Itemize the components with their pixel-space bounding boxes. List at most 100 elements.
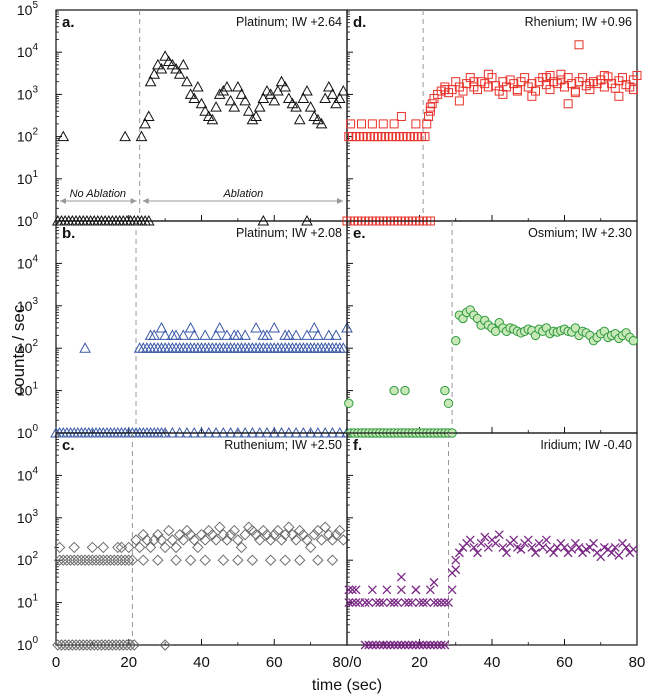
data-point	[232, 554, 244, 566]
data-point	[367, 119, 377, 129]
annotation-ablation: Ablation	[222, 188, 263, 200]
y-tick-exponent: 4	[32, 253, 38, 264]
data-point	[560, 542, 569, 552]
data-point	[443, 398, 454, 409]
data-point	[224, 528, 237, 541]
data-point	[242, 105, 255, 116]
data-point	[148, 68, 161, 79]
data-point	[563, 99, 573, 109]
data-point	[213, 321, 226, 333]
arrow-head	[60, 198, 66, 204]
data-point	[333, 92, 346, 103]
data-point	[308, 321, 321, 333]
data-point	[173, 528, 186, 541]
data-point	[367, 640, 377, 650]
data-point	[144, 541, 157, 554]
data-point	[250, 321, 262, 333]
data-point	[188, 329, 201, 340]
data-point	[337, 85, 350, 96]
data-point	[476, 538, 486, 548]
data-point	[516, 544, 526, 554]
data-point	[61, 554, 73, 566]
data-point	[79, 342, 91, 353]
data-point	[433, 640, 443, 650]
data-point	[177, 58, 190, 70]
y-tick-exponent: 0	[32, 423, 38, 434]
data-point	[415, 598, 424, 608]
panel-b: b. Platinum; IW +2.08	[50, 220, 353, 438]
data-point	[115, 554, 128, 566]
data-point	[628, 336, 639, 346]
data-point	[469, 542, 479, 552]
data-point	[440, 385, 450, 396]
y-tick-exponent: 2	[32, 338, 38, 349]
data-point	[393, 640, 403, 650]
data-point	[411, 640, 421, 650]
panel-label: c.	[62, 437, 75, 454]
data-point	[232, 329, 244, 340]
data-point	[545, 71, 555, 81]
panels: a. Platinum; IW +2.64 No Ablation Ablation b…	[50, 9, 642, 651]
data-point	[378, 119, 388, 129]
markers-c	[52, 521, 350, 651]
data-point	[400, 640, 410, 650]
data-point	[422, 119, 432, 129]
data-point	[294, 554, 306, 566]
data-point	[447, 585, 457, 595]
data-point	[614, 550, 624, 560]
data-point	[232, 534, 244, 546]
data-point	[407, 640, 417, 650]
data-point	[330, 97, 342, 109]
data-point	[235, 541, 248, 554]
y-tick-exponent: 0	[32, 211, 38, 222]
data-point	[301, 85, 313, 96]
data-point	[451, 555, 461, 565]
data-point	[159, 541, 171, 554]
data-point	[422, 640, 432, 650]
data-point	[137, 528, 150, 541]
panel-f: f. Iridium; IW -0.40	[344, 432, 638, 650]
data-point	[97, 554, 109, 566]
data-point	[436, 640, 446, 650]
data-point	[166, 58, 179, 70]
y-tick-label: 104	[17, 42, 39, 60]
y-tick-label: 103	[17, 508, 39, 526]
panel-frame	[55, 220, 348, 434]
data-point	[549, 548, 559, 558]
data-point	[346, 119, 356, 129]
y-tick-label: 102	[17, 127, 39, 145]
y-tick-label: 101	[17, 169, 39, 187]
data-point	[389, 598, 399, 608]
data-point	[404, 598, 414, 608]
data-point	[473, 548, 482, 558]
arrow-head	[337, 198, 343, 204]
data-point	[491, 538, 501, 548]
data-point	[347, 598, 357, 608]
y-tick-exponent: 3	[32, 296, 38, 307]
y-tick-exponent: 3	[32, 84, 38, 95]
data-point	[404, 640, 414, 650]
data-point	[494, 530, 504, 540]
data-point	[621, 542, 631, 552]
data-point	[228, 524, 240, 537]
data-point	[322, 80, 335, 92]
data-point	[411, 585, 421, 595]
data-point	[425, 640, 435, 650]
data-point	[360, 640, 370, 650]
data-point	[239, 528, 251, 541]
data-point	[599, 82, 609, 92]
data-point	[444, 598, 453, 608]
data-point	[322, 329, 335, 340]
data-point	[184, 554, 197, 566]
x-tick-label: 0	[52, 654, 60, 671]
data-point	[199, 329, 211, 340]
data-point	[297, 528, 310, 541]
data-point	[72, 554, 84, 566]
data-point	[246, 113, 259, 125]
data-point	[159, 329, 171, 340]
data-point	[290, 329, 302, 340]
data-point	[282, 92, 295, 103]
data-point	[83, 554, 95, 566]
x-tick-label: 60	[556, 654, 573, 671]
data-point	[228, 101, 241, 112]
